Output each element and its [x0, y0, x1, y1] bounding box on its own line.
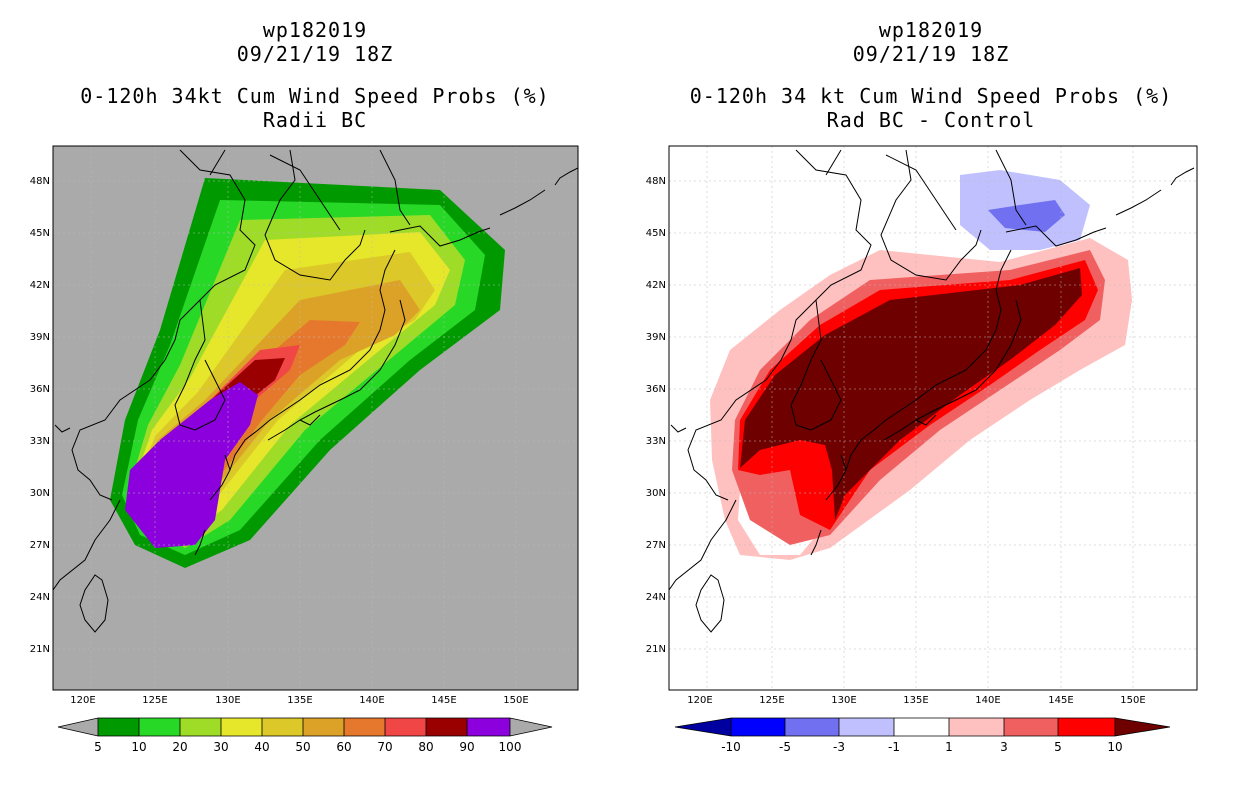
- right-colorbar-label: 10: [1107, 740, 1122, 754]
- right-colorbar-label: 5: [1054, 740, 1062, 754]
- left-colorbar-label: 30: [213, 740, 228, 754]
- right-lon-label: 130E: [831, 695, 856, 706]
- left-colorbar: 5 10 20 30 40 50 60 70 80 90 100: [57, 717, 553, 754]
- right-lon-label: 140E: [975, 695, 1000, 706]
- left-subtitle: Radii BC: [262, 108, 368, 132]
- left-colorbar-label: 10: [131, 740, 146, 754]
- right-colorbar-label: 3: [1000, 740, 1008, 754]
- left-lat-label: 45N: [30, 228, 50, 239]
- left-lon-label: 130E: [215, 695, 240, 706]
- right-map-area: [669, 146, 1197, 690]
- left-map-frame: [52, 145, 579, 691]
- left-colorbar-label: 100: [499, 740, 522, 754]
- right-datetime: 09/21/19 18Z: [852, 42, 1010, 66]
- left-lat-label: 48N: [30, 176, 50, 187]
- right-map-frame: [668, 145, 1198, 691]
- left-lon-labels: 120E 125E 130E 135E 140E 145E 150E: [70, 695, 528, 706]
- right-lon-label: 135E: [903, 695, 928, 706]
- right-lat-label: 39N: [646, 332, 666, 343]
- left-title-block: wp182019 09/21/19 18Z 0-120h 34kt Cum Wi…: [52, 18, 578, 132]
- left-lat-label: 21N: [30, 644, 50, 655]
- left-colorbar-label: 40: [254, 740, 269, 754]
- right-lat-label: 33N: [646, 436, 666, 447]
- left-lon-label: 145E: [431, 695, 456, 706]
- left-colorbar-label: 90: [459, 740, 474, 754]
- right-lat-label: 24N: [646, 592, 666, 603]
- left-datetime: 09/21/19 18Z: [236, 42, 394, 66]
- right-lat-label: 45N: [646, 228, 666, 239]
- left-lon-label: 120E: [70, 695, 95, 706]
- left-lat-label: 27N: [30, 540, 50, 551]
- right-product-title: 0-120h 34 kt Cum Wind Speed Probs (%): [689, 84, 1173, 108]
- left-colorbar-label: 60: [336, 740, 351, 754]
- right-storm-id: wp182019: [878, 18, 984, 42]
- right-colorbar-label: -5: [779, 740, 791, 754]
- right-colorbar-label: -3: [833, 740, 845, 754]
- left-product-title: 0-120h 34kt Cum Wind Speed Probs (%): [80, 84, 550, 108]
- right-lat-label: 27N: [646, 540, 666, 551]
- right-title-block: wp182019 09/21/19 18Z 0-120h 34 kt Cum W…: [668, 18, 1194, 132]
- right-lon-label: 120E: [687, 695, 712, 706]
- left-lat-label: 24N: [30, 592, 50, 603]
- left-storm-id: wp182019: [262, 18, 368, 42]
- right-lon-label: 145E: [1048, 695, 1073, 706]
- left-lon-label: 135E: [287, 695, 312, 706]
- left-lat-label: 33N: [30, 436, 50, 447]
- left-lat-label: 36N: [30, 384, 50, 395]
- right-lat-label: 21N: [646, 644, 666, 655]
- left-lon-label: 125E: [142, 695, 167, 706]
- left-lat-label: 30N: [30, 488, 50, 499]
- left-colorbar-label: 80: [418, 740, 433, 754]
- right-colorbar-label: -10: [721, 740, 741, 754]
- right-lat-label: 42N: [646, 280, 666, 291]
- right-colorbar: -10 -5 -3 -1 1 3 5 10: [674, 717, 1171, 754]
- right-lat-labels: 48N 45N 42N 39N 36N 33N 30N 27N 24N 21N: [646, 176, 666, 655]
- right-lon-labels: 120E 125E 130E 135E 140E 145E 150E: [687, 695, 1145, 706]
- right-lat-label: 48N: [646, 176, 666, 187]
- left-colorbar-label: 50: [295, 740, 310, 754]
- left-colorbar-label: 5: [94, 740, 102, 754]
- right-colorbar-label: 1: [945, 740, 953, 754]
- right-lat-label: 36N: [646, 384, 666, 395]
- left-lon-label: 140E: [359, 695, 384, 706]
- left-lon-label: 150E: [503, 695, 528, 706]
- right-colorbar-label: -1: [888, 740, 900, 754]
- left-lat-labels: 48N 45N 42N 39N 36N 33N 30N 27N 24N 21N: [30, 176, 50, 655]
- left-colorbar-label: 70: [377, 740, 392, 754]
- right-subtitle: Rad BC - Control: [826, 108, 1036, 132]
- right-lon-label: 150E: [1120, 695, 1145, 706]
- left-colorbar-label: 20: [172, 740, 187, 754]
- left-lat-label: 42N: [30, 280, 50, 291]
- left-map-area: [53, 146, 578, 690]
- right-lon-label: 125E: [759, 695, 784, 706]
- right-lat-label: 30N: [646, 488, 666, 499]
- left-lat-label: 39N: [30, 332, 50, 343]
